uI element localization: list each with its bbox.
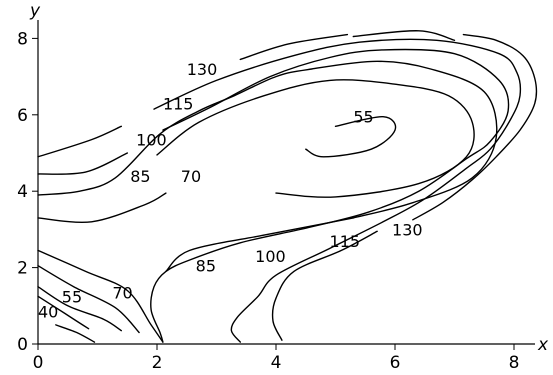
contour-line-100 — [37, 286, 122, 332]
x-axis-label: x — [537, 335, 549, 355]
contour-level-label: 85 — [130, 167, 150, 186]
contour-level-label: 115 — [163, 94, 194, 113]
contour-line-55 — [305, 115, 397, 158]
contour-line-130 — [352, 30, 456, 41]
contour-level-label: 70 — [181, 167, 201, 186]
x-tick-label: 2 — [152, 353, 163, 373]
contour-line-130 — [239, 33, 349, 61]
y-tick-label: 8 — [17, 29, 28, 49]
axes: x y — [29, 1, 549, 355]
contour-labels: 130 115 100 85 70 55 85 100 115 130 55 70 40 — [38, 60, 423, 322]
contour-level-label: 115 — [330, 232, 361, 251]
contour-line-115 — [153, 38, 522, 343]
contour-level-label: 130 — [392, 220, 423, 239]
y-tick-label: 2 — [17, 259, 28, 279]
tick-group: 0 2 4 6 8 0 2 4 6 8 — [17, 29, 519, 373]
contour-line-115 — [37, 125, 122, 158]
x-tick-label: 8 — [509, 353, 520, 373]
x-tick-label: 6 — [390, 353, 401, 373]
contour-level-label: 55 — [353, 108, 373, 127]
contour-line-100 — [150, 48, 510, 343]
y-tick-label: 6 — [17, 106, 28, 126]
contour-level-label: 100 — [255, 247, 286, 266]
contour-line-130 — [412, 33, 538, 221]
y-axis-label: y — [29, 1, 41, 21]
contour-line-85 — [37, 265, 140, 334]
contour-level-label: 100 — [136, 131, 167, 150]
contour-line-85 — [37, 192, 167, 223]
y-tick-label: 0 — [17, 335, 28, 355]
contour-lines — [37, 30, 538, 343]
contour-level-label: 70 — [112, 283, 132, 302]
contour-level-label: 40 — [38, 303, 58, 322]
contour-line-130 — [55, 324, 96, 343]
x-tick-label: 4 — [271, 353, 282, 373]
contour-line-115 — [37, 295, 90, 330]
contour-level-label: 130 — [187, 60, 218, 79]
contour-level-label: 85 — [196, 257, 216, 276]
x-tick-label: 0 — [33, 353, 44, 373]
contour-line-70 — [37, 249, 164, 343]
contour-line-130 — [271, 230, 378, 341]
contour-line-100 — [37, 152, 128, 175]
contour-line-70 — [156, 79, 475, 198]
contour-line-85 — [37, 60, 498, 219]
contour-level-label: 55 — [62, 287, 82, 306]
y-tick-label: 4 — [17, 182, 28, 202]
